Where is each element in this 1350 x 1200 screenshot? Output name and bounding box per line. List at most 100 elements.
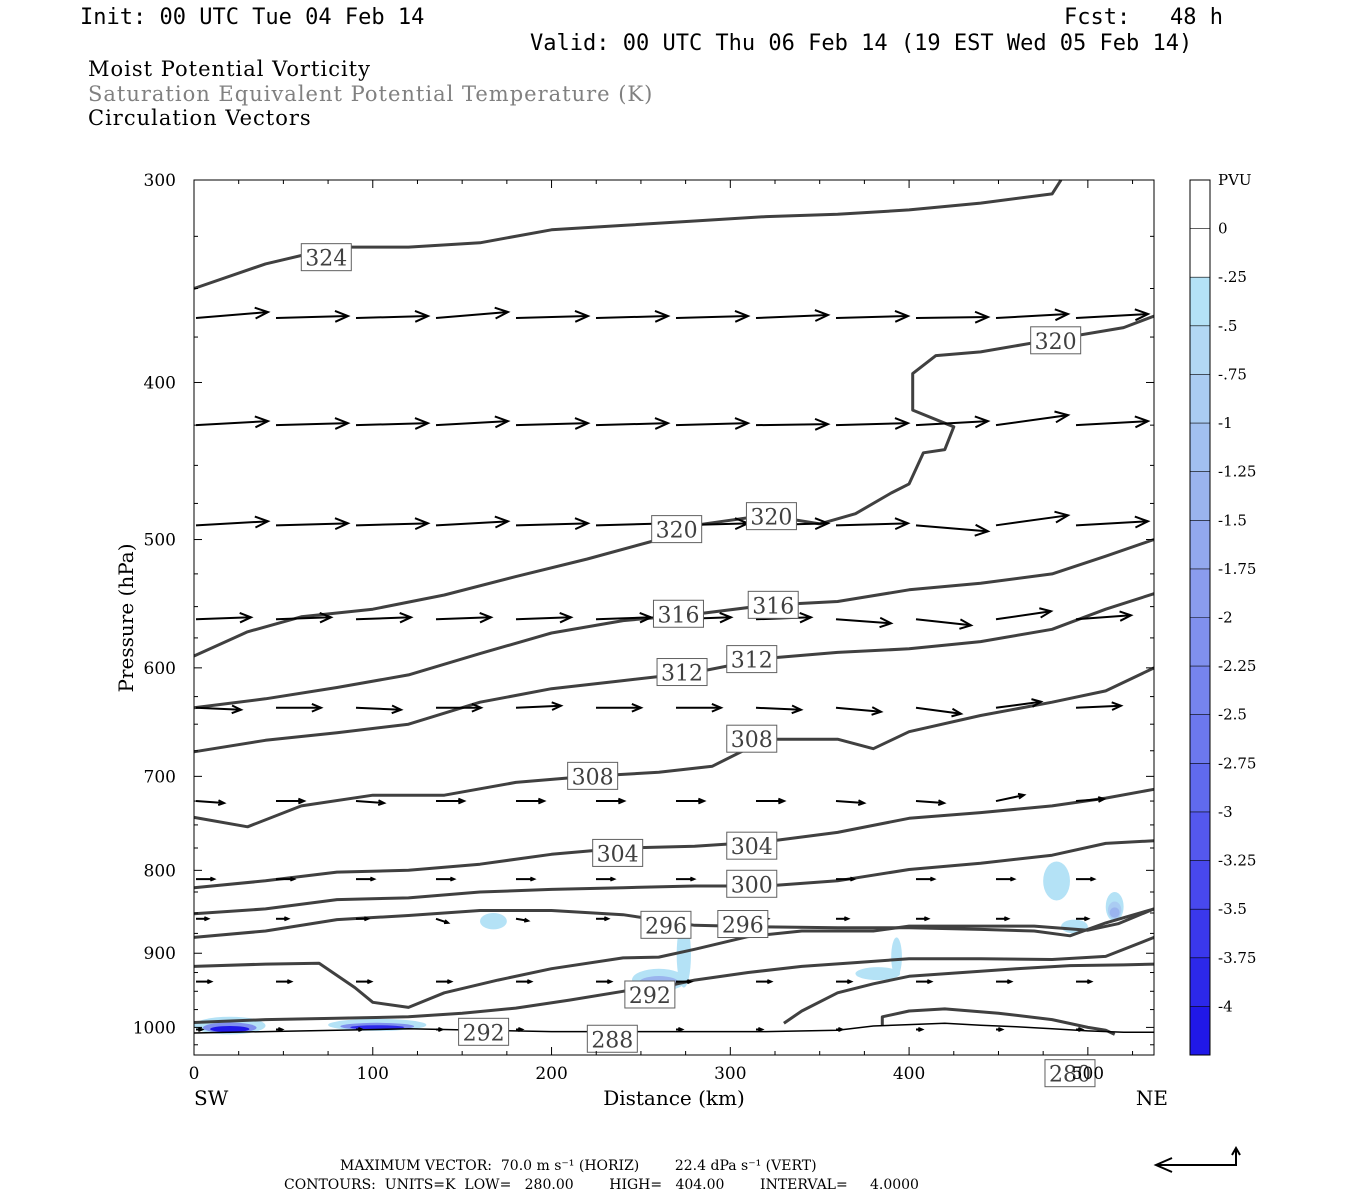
contour-label: 316	[657, 603, 699, 628]
vector-head	[997, 1027, 1005, 1032]
vector-head	[203, 916, 211, 922]
vector-head	[494, 415, 511, 429]
contour-label: 300	[731, 873, 773, 898]
vector-shaft	[355, 616, 412, 621]
vector-head	[937, 799, 947, 806]
circulation-vector	[995, 698, 1044, 709]
vector-head	[231, 704, 244, 715]
contour-label: 308	[731, 728, 773, 753]
vector-head	[559, 612, 574, 624]
circulation-vector	[1075, 415, 1151, 429]
vector-head	[1097, 796, 1107, 803]
circulation-vector	[1076, 979, 1094, 985]
circulation-vector	[356, 916, 371, 922]
x-tick-label: 200	[535, 1064, 567, 1084]
y-tick-label: 700	[144, 767, 176, 787]
contour-label: 320	[656, 519, 698, 544]
vector-shaft	[835, 618, 892, 625]
vector-shaft	[995, 610, 1052, 621]
vector-shaft	[835, 522, 909, 527]
y-tick-label: 600	[144, 659, 176, 679]
colorbar-label: -2.75	[1218, 754, 1256, 772]
vector-shaft	[195, 420, 269, 427]
mpv-region	[891, 937, 902, 977]
theta-contour-284	[783, 962, 1155, 1025]
vector-head	[334, 517, 351, 531]
colorbar-swatch	[1190, 374, 1210, 424]
circulation-vector	[195, 515, 271, 529]
vector-head	[334, 417, 351, 430]
vector-head	[197, 1027, 205, 1032]
circulation-vector	[995, 607, 1054, 621]
circulation-vector	[276, 916, 291, 922]
vector-head	[494, 515, 511, 529]
vector-head	[609, 876, 617, 882]
circulation-vector	[515, 612, 574, 624]
x-tick-label: 300	[714, 1064, 746, 1084]
circulation-vector	[996, 1027, 1005, 1032]
vector-shaft	[995, 313, 1069, 320]
colorbar-label: -.25	[1218, 268, 1247, 286]
colorbar-swatch	[1190, 1006, 1210, 1055]
colorbar-label: -.75	[1218, 365, 1247, 383]
circulation-vector	[836, 916, 851, 922]
circulation-vector	[516, 979, 534, 985]
vector-head	[917, 1027, 925, 1032]
mpv-region	[480, 913, 507, 930]
vector-head	[1039, 607, 1054, 619]
circulation-vector	[916, 876, 937, 882]
vector-head	[799, 612, 814, 624]
vector-shaft	[195, 616, 252, 621]
vector-head	[286, 979, 294, 985]
x-end-label-sw: SW	[194, 1086, 229, 1110]
vector-head	[1111, 701, 1124, 711]
circulation-vector	[1075, 515, 1151, 529]
circulation-vector	[995, 792, 1027, 803]
circulation-vector	[276, 979, 294, 985]
vector-shaft	[355, 800, 385, 805]
x-tick-label: 400	[893, 1064, 925, 1084]
circulation-vector	[195, 612, 254, 624]
circulation-vector	[275, 517, 351, 531]
colorbar-units: PVU	[1218, 171, 1252, 189]
circulation-vector	[915, 799, 947, 806]
vector-shaft	[595, 616, 652, 621]
vector-head	[777, 797, 787, 805]
circulation-vector	[355, 704, 404, 715]
colorbar-label: -3	[1218, 803, 1233, 821]
circulation-vector	[755, 309, 831, 322]
colorbar-label: -4	[1218, 997, 1233, 1015]
colorbar-swatch	[1190, 228, 1210, 278]
vector-head	[217, 799, 227, 806]
contour-label: 304	[597, 842, 639, 867]
footer-contours: CONTOURS: UNITS=K LOW= 280.00 HIGH= 404.…	[284, 1177, 919, 1193]
circulation-vector	[915, 618, 974, 630]
vector-head	[1089, 876, 1097, 882]
vector-head	[369, 876, 377, 882]
vector-head	[517, 1027, 525, 1032]
circulation-vector	[196, 916, 211, 922]
vector-head	[617, 797, 627, 805]
circulation-vector	[675, 310, 751, 323]
circulation-vector	[515, 417, 591, 430]
vector-shaft	[355, 706, 402, 711]
circulation-vector	[515, 917, 531, 923]
circulation-vector	[275, 310, 351, 323]
circulation-vector	[756, 797, 787, 805]
circulation-vector	[355, 417, 431, 430]
vector-head	[974, 415, 991, 429]
y-axis-label: Pressure (hPa)	[114, 544, 138, 693]
circulation-vector	[515, 517, 591, 531]
footer-max-vector: MAXIMUM VECTOR: 70.0 m s⁻¹ (HORIZ) 22.4 …	[340, 1158, 817, 1174]
colorbar-swatch	[1190, 617, 1210, 667]
contour-label-box	[726, 869, 778, 898]
vector-head	[449, 876, 457, 882]
circulation-vector	[436, 876, 457, 882]
colorbar-label: -.5	[1218, 317, 1237, 335]
circulation-vector	[356, 876, 377, 882]
vector-head	[734, 310, 751, 323]
circulation-vector	[916, 1027, 925, 1032]
vector-head	[926, 979, 934, 985]
vector-shaft	[1075, 313, 1149, 320]
contour-label: 320	[1035, 330, 1077, 355]
